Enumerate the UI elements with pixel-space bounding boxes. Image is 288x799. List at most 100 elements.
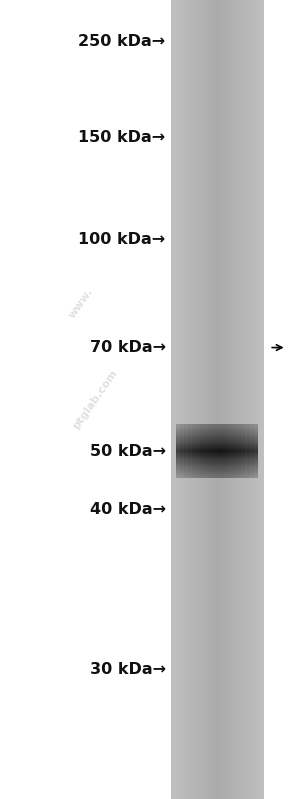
Bar — [233, 471, 238, 473]
Bar — [245, 451, 250, 453]
Bar — [225, 435, 229, 436]
Bar — [188, 452, 192, 454]
Bar — [245, 459, 250, 461]
Bar — [225, 461, 229, 463]
Bar — [249, 445, 254, 447]
Bar — [188, 470, 192, 471]
Bar — [237, 457, 242, 459]
Bar — [221, 456, 225, 458]
Bar — [200, 475, 205, 477]
Bar — [245, 427, 250, 430]
Bar — [217, 460, 221, 462]
Bar — [233, 442, 238, 443]
Bar — [245, 446, 250, 448]
Bar — [245, 476, 250, 478]
Bar — [180, 443, 184, 444]
Bar — [237, 435, 242, 437]
Bar — [204, 445, 209, 447]
Bar — [225, 447, 229, 449]
Bar — [249, 461, 254, 463]
Bar — [245, 425, 250, 427]
Bar — [204, 426, 209, 427]
Bar — [254, 465, 258, 467]
Bar — [213, 459, 217, 461]
Bar — [192, 424, 196, 426]
Bar — [196, 433, 200, 435]
Bar — [245, 439, 250, 440]
Bar — [225, 469, 229, 471]
Bar — [209, 447, 213, 449]
Bar — [192, 443, 196, 444]
Bar — [241, 456, 246, 458]
Bar — [184, 469, 188, 471]
Bar — [221, 460, 225, 462]
Bar — [217, 461, 221, 463]
Bar — [237, 450, 242, 451]
Bar — [245, 460, 250, 462]
Bar — [187, 0, 189, 799]
Bar — [209, 459, 213, 460]
Bar — [221, 443, 225, 444]
Bar — [200, 459, 205, 461]
Bar — [204, 474, 209, 475]
Bar — [180, 453, 184, 455]
Bar — [237, 432, 242, 434]
Bar — [241, 476, 246, 478]
Bar — [221, 457, 225, 459]
Bar — [184, 452, 188, 454]
Bar — [188, 436, 192, 438]
Bar — [188, 434, 192, 435]
Bar — [179, 0, 181, 799]
Bar — [233, 463, 238, 464]
Bar — [188, 467, 192, 468]
Bar — [213, 0, 215, 799]
Bar — [237, 455, 242, 457]
Bar — [213, 424, 217, 426]
Bar — [229, 451, 233, 452]
Bar — [241, 459, 246, 461]
Bar — [237, 426, 242, 427]
Bar — [221, 468, 225, 470]
Bar — [204, 443, 209, 444]
Bar — [245, 463, 250, 466]
Bar — [241, 438, 246, 439]
Bar — [176, 434, 180, 435]
Bar — [249, 439, 254, 441]
Bar — [188, 453, 192, 455]
Bar — [233, 439, 238, 441]
Bar — [213, 427, 217, 428]
Bar — [209, 469, 213, 471]
Bar — [188, 424, 192, 426]
Bar — [249, 455, 254, 457]
Bar — [221, 469, 225, 471]
Bar — [209, 434, 213, 435]
Bar — [241, 443, 246, 444]
Bar — [194, 0, 196, 799]
Bar — [221, 463, 225, 464]
Bar — [176, 455, 180, 457]
Bar — [241, 475, 246, 477]
Bar — [192, 438, 196, 439]
Bar — [245, 467, 250, 468]
Bar — [184, 431, 188, 433]
Bar — [213, 428, 217, 431]
Bar — [254, 476, 258, 478]
Bar — [188, 467, 192, 469]
Bar — [237, 430, 242, 431]
Bar — [249, 426, 254, 427]
Bar — [213, 432, 217, 434]
Bar — [184, 435, 188, 436]
Bar — [229, 471, 233, 473]
Bar — [217, 430, 221, 431]
Bar — [200, 451, 205, 452]
Bar — [184, 445, 188, 447]
Bar — [221, 436, 225, 438]
Bar — [176, 438, 180, 439]
Bar — [180, 438, 184, 439]
Bar — [241, 439, 246, 440]
Bar — [209, 442, 213, 443]
Bar — [241, 450, 246, 451]
Bar — [229, 455, 233, 457]
Bar — [237, 454, 242, 455]
Bar — [237, 428, 242, 431]
